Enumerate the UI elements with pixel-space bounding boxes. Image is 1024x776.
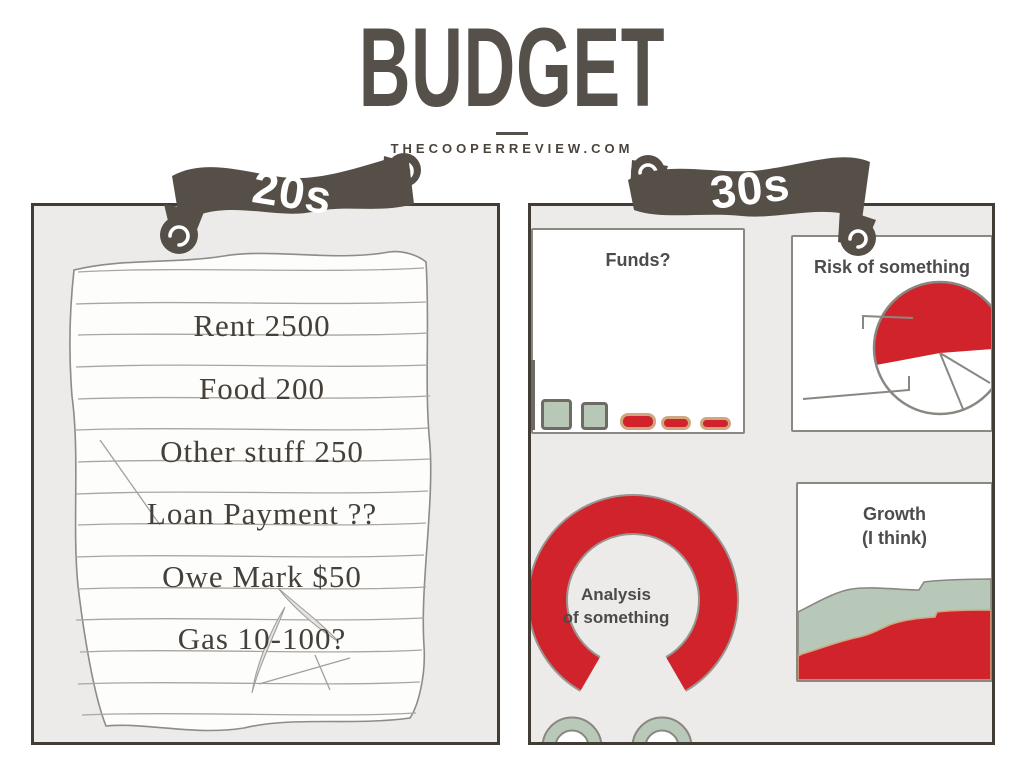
torn-notebook-paper: Rent 2500 Food 200 Other stuff 250 Loan … <box>69 250 432 732</box>
site-name: THECOOPERREVIEW.COM <box>390 141 634 156</box>
title-divider <box>496 132 528 135</box>
growth-areas <box>798 578 991 680</box>
funds-bar <box>541 399 572 430</box>
risk-chart-title: Risk of something <box>813 257 970 277</box>
donut-ring-1 <box>542 717 602 742</box>
paper-shape <box>69 250 432 732</box>
funds-bar <box>620 413 656 430</box>
donut-ring-1-inner <box>555 729 589 742</box>
funds-chart-title: Funds? <box>605 250 671 270</box>
note-item-rent: Rent 2500 <box>193 308 330 343</box>
ribbon-20s-left-spiral <box>168 225 190 247</box>
crease-marks <box>99 439 351 694</box>
funds-axis-remnant <box>531 360 535 430</box>
analysis-title-line1: Analysis <box>581 585 651 604</box>
panel-30s: Funds? Risk of something <box>528 203 995 745</box>
ribbon-30s-right-spiral <box>848 229 868 249</box>
analysis-red-arc <box>531 496 737 690</box>
growth-chart: Growth (I think) <box>796 482 992 682</box>
funds-chart: Funds? <box>531 228 745 434</box>
growth-red-area <box>798 609 991 680</box>
note-item-other-stuff: Other stuff 250 <box>160 434 364 469</box>
ribbon-30s-band <box>628 157 870 220</box>
donut-ring-1-outer <box>541 716 603 742</box>
funds-bar <box>700 417 731 430</box>
ribbon-30s: 30s <box>628 155 876 256</box>
donut-ring-2-outer <box>631 716 693 742</box>
growth-chart-title: Growth (I think) <box>798 502 991 551</box>
note-item-food: Food 200 <box>199 371 325 406</box>
donut-rings <box>541 716 693 742</box>
ribbon-20s-band <box>172 154 414 224</box>
pie-leader-line-bottom <box>802 376 910 400</box>
ribbon-20s-left-curl <box>160 216 198 254</box>
ruled-lines <box>75 267 431 716</box>
risk-chart: Risk of something <box>791 235 992 432</box>
note-item-gas: Gas 10-100? <box>178 621 347 656</box>
note-item-loan: Loan Payment ?? <box>147 496 377 531</box>
note-item-owe-mark: Owe Mark $50 <box>162 559 362 594</box>
pie-red-slice <box>874 282 991 365</box>
ribbon-20s-label: 20s <box>249 160 336 224</box>
panel-20s: Rent 2500 Food 200 Other stuff 250 Loan … <box>31 203 500 745</box>
note-items: Rent 2500 Food 200 Other stuff 250 Loan … <box>147 308 377 656</box>
donut-ring-2-inner <box>645 729 679 742</box>
donut-ring-2 <box>632 717 692 742</box>
ribbon-20s: 20s <box>160 153 421 254</box>
pie-leader-line-top <box>862 314 914 329</box>
header: BUDGET THECOOPERREVIEW.COM <box>0 0 1024 157</box>
risk-pie <box>802 280 991 416</box>
pie-divider-2 <box>939 352 964 410</box>
growth-title-line2: (I think) <box>862 528 927 549</box>
funds-bar <box>661 416 691 430</box>
ribbon-30s-right-curl <box>840 220 876 256</box>
analysis-chart <box>531 494 739 742</box>
pie-outline <box>872 280 991 416</box>
pie-divider-1 <box>939 352 991 384</box>
analysis-chart-title: Analysis of something <box>541 584 691 630</box>
ribbon-30s-label: 30s <box>707 157 792 218</box>
page-title: BUDGET <box>358 5 666 130</box>
growth-title-line1: Growth <box>863 504 926 524</box>
funds-bar <box>581 402 608 430</box>
analysis-title-line2: of something <box>562 607 670 627</box>
